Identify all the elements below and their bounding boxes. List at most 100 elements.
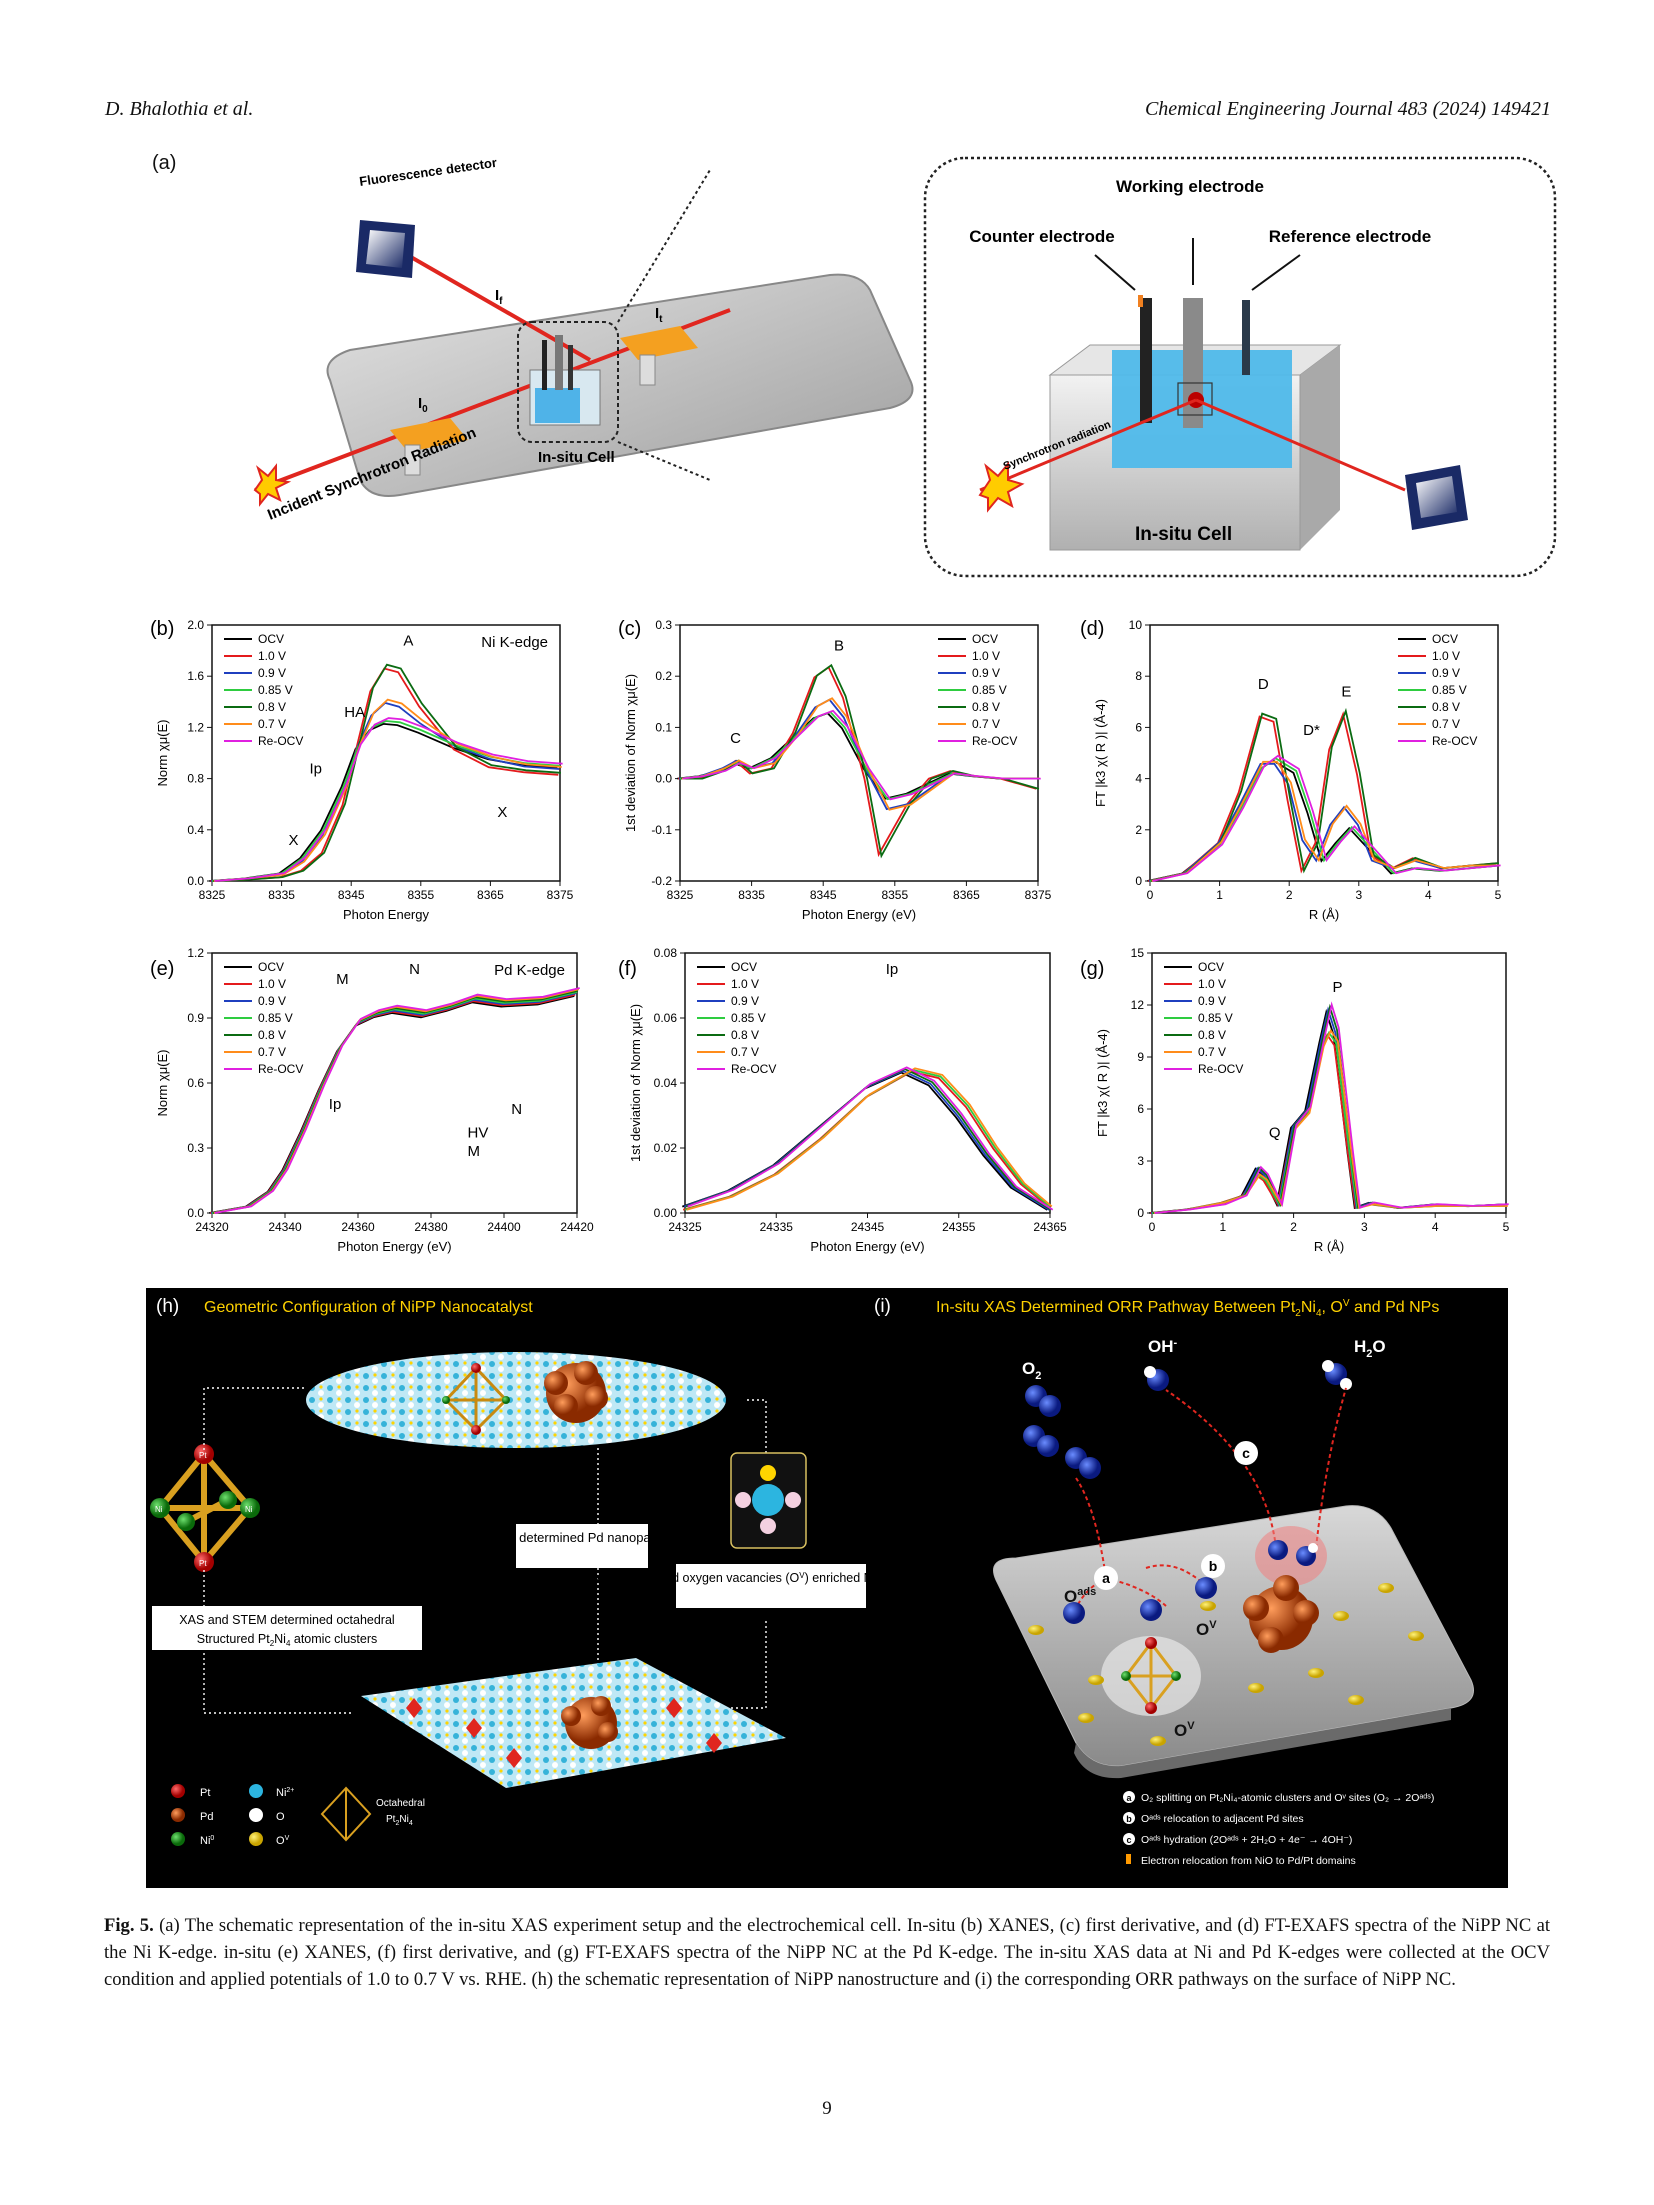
legend-label: 0.8 V — [972, 700, 1000, 714]
legend-label: 0.9 V — [731, 994, 759, 1008]
legend-label: OCV — [1198, 960, 1224, 974]
legend-label: 1.0 V — [731, 977, 759, 991]
x-tick-label: 4 — [1432, 1220, 1439, 1234]
svg-text:b: b — [1126, 1814, 1132, 1824]
step-b-marker — [1201, 1554, 1225, 1578]
svg-text:Electron relocation from NiO t: Electron relocation from NiO to Pd/Pt do… — [1141, 1855, 1356, 1867]
legend-label: 0.9 V — [1198, 994, 1226, 1008]
source-star-icon — [253, 463, 292, 507]
arrow — [1094, 254, 1136, 291]
x-tick-label: 24340 — [268, 1220, 302, 1234]
legend-label: 1.0 V — [972, 649, 1000, 663]
legend-label: 0.9 V — [1432, 666, 1460, 680]
working-electrode-label: Working electrode — [1116, 177, 1264, 196]
caption-fig-label: Fig. 5. — [104, 1915, 154, 1936]
x-tick-label: 8335 — [268, 888, 295, 902]
i0-label: I0 — [418, 395, 428, 415]
legend-label: OCV — [258, 632, 284, 646]
chart-f: (f) 24325 24335 24345 24355 24365 0.00 0.02 0.04… — [618, 946, 1067, 1254]
legend-label: 0.8 V — [258, 700, 286, 714]
adsorbed-oxygen-icon — [1063, 1602, 1085, 1624]
stem-box-text: STEM determined Pd nanoparticles — [479, 1530, 685, 1545]
panel-hi-schematic: (h) Geometric Configuration of NiPP Nano… — [150, 1296, 1474, 1867]
x-axis-label: R (Å) — [1309, 907, 1339, 922]
y-tick-label: 1.2 — [187, 946, 204, 960]
legend-label: Re-OCV — [972, 734, 1017, 748]
series-line — [1149, 757, 1499, 882]
series-line — [214, 987, 580, 1214]
panel-i-title: In-situ XAS Determined ORR Pathway Betwe… — [936, 1298, 1439, 1319]
y-axis-label: FT |k3 χ( R )| (Å-4) — [1093, 699, 1108, 807]
legend-label: Re-OCV — [258, 1062, 303, 1076]
big-insitu-cell — [1048, 295, 1342, 551]
x-tick-label: 24360 — [341, 1220, 375, 1234]
o2-label: O2 — [1022, 1359, 1041, 1382]
x-tick-label: 3 — [1355, 888, 1362, 902]
chart-d: (d) 0 1 2 3 4 5 0 2 4 6 8 10 R (Å) FT |k3 χ( R )| (Å-4… — [1080, 618, 1502, 922]
panel-h-legend: Pt Pd Ni0 Ni2+ O OV Octahedral Pt2Ni4 — [171, 1784, 425, 1847]
y-tick-label: 0.3 — [187, 1141, 204, 1155]
panel-a-label: (a) — [152, 152, 177, 174]
plate-pd-nanoparticle — [1243, 1575, 1319, 1653]
svg-text:c: c — [1126, 1835, 1131, 1845]
y-tick-label: 9 — [1137, 1050, 1144, 1064]
y-tick-label: 6 — [1135, 720, 1142, 734]
caption-text: (a) The schematic representation of the … — [104, 1915, 1550, 1990]
y-tick-label: 0.1 — [655, 720, 672, 734]
sample-stage — [326, 273, 914, 497]
x-tick-label: 24325 — [668, 1220, 702, 1234]
y-tick-label: 15 — [1131, 946, 1145, 960]
x-tick-label: 5 — [1495, 888, 1502, 902]
y-tick-label: 0.06 — [654, 1011, 678, 1025]
y-tick-label: 0.02 — [654, 1141, 678, 1155]
legend-label: 0.9 V — [258, 994, 286, 1008]
x-tick-label: 2 — [1286, 888, 1293, 902]
o2-molecule-icon — [1025, 1385, 1061, 1417]
i0-ion-chamber — [390, 418, 468, 476]
legend-label: 1.0 V — [258, 977, 286, 991]
panel-label: (e) — [150, 958, 174, 980]
connector-line — [203, 1387, 306, 1450]
legend-label: Re-OCV — [1432, 734, 1477, 748]
small-cell-label: In-situ Cell — [538, 449, 615, 466]
x-tick-label: 24380 — [414, 1220, 448, 1234]
x-axis-label: Photon Energy (eV) — [802, 907, 916, 922]
x-axis-label: R (Å) — [1314, 1239, 1344, 1254]
svg-text:Pt: Pt — [200, 1787, 210, 1799]
legend-label: 1.0 V — [1198, 977, 1226, 991]
x-tick-label: 0 — [1147, 888, 1154, 902]
zoom-box — [517, 321, 619, 443]
reference-electrode-label: Reference electrode — [1269, 227, 1432, 246]
panel-label: (d) — [1080, 618, 1104, 640]
pd-highlight — [1255, 1526, 1327, 1586]
x-tick-label: 1 — [1216, 888, 1223, 902]
series-line — [685, 1068, 1052, 1211]
y-tick-label: 12 — [1131, 998, 1145, 1012]
x-tick-label: 8355 — [407, 888, 434, 902]
legend-label: OCV — [1432, 632, 1458, 646]
x-tick-label: 8375 — [547, 888, 574, 902]
panel-a-schematic: Fluorescence detector I0 It If In-situ C… — [253, 155, 1557, 578]
y-tick-label: 2 — [1135, 823, 1142, 837]
y-tick-label: 0.3 — [655, 618, 672, 632]
legend-label: 0.7 V — [258, 1045, 286, 1059]
pd-nanoparticle-on-slab — [561, 1696, 618, 1749]
legend-label: 1.0 V — [1432, 649, 1460, 663]
series-line — [684, 1069, 1051, 1211]
chart-annotation: C — [730, 730, 741, 747]
arrow — [1251, 254, 1301, 291]
x-tick-label: 2 — [1290, 1220, 1297, 1234]
y-tick-label: 1.2 — [187, 720, 204, 734]
atom-ni-label: Ni — [155, 1505, 163, 1514]
xas-charts: (b)8325 8335 8345 8355 8365 83750.00.40.81.21… — [150, 618, 1510, 1254]
panel-i-legend: a O₂ splitting on Pt₂Ni₄-atomic clusters… — [1123, 1791, 1434, 1867]
x-tick-label: 24320 — [195, 1220, 229, 1234]
x-tick-label: 4 — [1425, 888, 1432, 902]
plot-frame — [211, 624, 561, 882]
o2-molecule-icon — [1023, 1425, 1059, 1457]
y-tick-label: 4 — [1135, 772, 1142, 786]
series-line — [211, 991, 578, 1214]
legend-label: 0.85 V — [258, 1011, 293, 1025]
x-tick-label: 8345 — [810, 888, 837, 902]
